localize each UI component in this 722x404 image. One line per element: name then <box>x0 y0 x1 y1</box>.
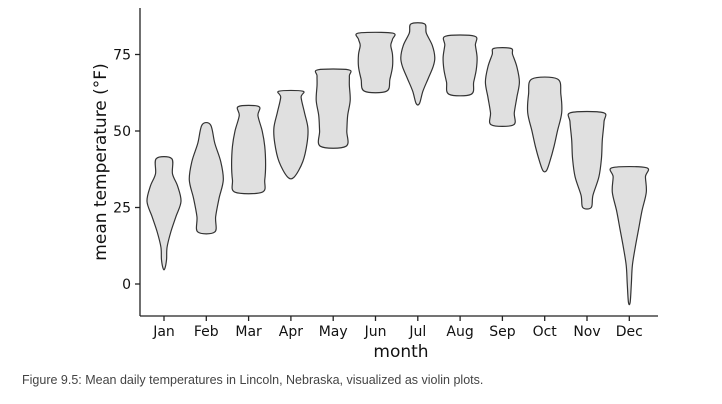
x-tick-label-apr: Apr <box>279 324 303 340</box>
y-axis-title: mean temperature (°F) <box>91 63 111 260</box>
y-tick-label: 75 <box>113 48 131 64</box>
violin-oct <box>526 76 563 173</box>
violin-dec <box>609 165 650 306</box>
x-tick-label-jan: Jan <box>152 324 175 340</box>
x-tick-label-feb: Feb <box>194 324 219 340</box>
violin-apr <box>273 89 309 180</box>
y-axis-ticks: 0 25 50 75 <box>113 48 140 293</box>
x-axis-ticks: Jan Feb Mar Apr May Jun Jul Aug Sep Oct Nov Dec <box>152 316 643 340</box>
violin-jan <box>146 156 182 271</box>
y-tick-label: 0 <box>122 277 131 293</box>
violin-jun <box>355 31 396 94</box>
violin-feb <box>188 121 224 235</box>
violin-mar <box>230 104 267 195</box>
violin-may <box>314 68 352 149</box>
figure-caption: Figure 9.5: Mean daily temperatures in L… <box>22 373 484 387</box>
violin-chart: 0 25 50 75 Jan Feb Mar Apr May Jun Jul Aug Sep Oct No… <box>91 8 658 362</box>
x-tick-label-aug: Aug <box>446 324 473 340</box>
x-tick-label-jul: Jul <box>408 324 426 340</box>
x-tick-label-mar: Mar <box>235 324 262 340</box>
y-tick-label: 25 <box>113 201 131 217</box>
y-tick-label: 50 <box>113 124 131 140</box>
violin-nov <box>567 110 607 210</box>
x-tick-label-oct: Oct <box>533 324 558 340</box>
violin-aug <box>442 34 478 97</box>
x-tick-label-sep: Sep <box>489 324 516 340</box>
x-tick-label-jun: Jun <box>364 324 387 340</box>
x-tick-label-may: May <box>319 324 348 340</box>
violin-jul <box>400 22 436 106</box>
x-tick-label-dec: Dec <box>616 324 643 340</box>
x-axis-title: month <box>373 342 428 362</box>
violins-layer <box>146 22 650 306</box>
x-tick-label-nov: Nov <box>573 324 600 340</box>
violin-sep <box>484 47 521 128</box>
